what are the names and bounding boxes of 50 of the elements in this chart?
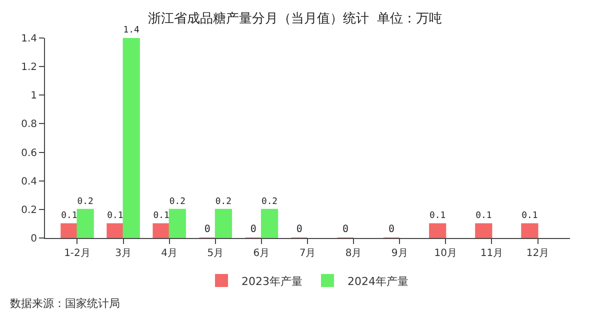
data-label: 0.1: [107, 211, 124, 222]
data-label: 0.1: [61, 211, 78, 222]
data-label: 0.1: [430, 211, 446, 222]
x-tick-label: 4月: [161, 248, 178, 259]
data-label: 0.2: [169, 196, 186, 207]
x-tick-label: 3月: [115, 248, 132, 259]
x-tick-label: 9月: [391, 248, 408, 259]
data-label: 0.2: [215, 196, 232, 207]
data-label: 0: [296, 224, 302, 235]
y-tick-label: 0.2: [21, 204, 37, 216]
data-label: 0.2: [77, 196, 94, 207]
x-tick-label: 12月: [526, 248, 550, 259]
x-tick-label: 6月: [253, 248, 270, 259]
y-tick-label: 1.2: [21, 62, 37, 74]
x-tick-label: 10月: [434, 248, 458, 259]
y-tick-label: 1.4: [21, 34, 37, 44]
y-tick-label: 0.8: [21, 119, 37, 130]
y-tick-label: 0: [30, 234, 37, 244]
bar: [76, 208, 94, 238]
bar: [168, 208, 186, 238]
data-label: 0: [204, 224, 210, 235]
data-label: 0: [342, 224, 349, 235]
data-label: 0.1: [153, 211, 170, 222]
bar: [60, 223, 78, 238]
bar: [260, 208, 278, 238]
data-label: 1.4: [123, 25, 140, 36]
bar: [152, 223, 170, 238]
x-tick-label: 7月: [299, 248, 316, 259]
x-tick-label: 5月: [207, 248, 224, 259]
y-tick-label: 0.6: [21, 148, 37, 159]
data-label: 0: [388, 224, 395, 235]
legend-label: 2023年产量: [242, 274, 302, 288]
bar: [214, 208, 232, 238]
chart-title: 浙江省成品糖产量分月（当月值）统计 单位：万吨: [148, 11, 442, 26]
y-tick-label: 0.4: [21, 176, 37, 188]
data-label: 0: [250, 224, 256, 235]
source-note: 数据来源：国家统计局: [10, 297, 120, 310]
x-tick-label: 11月: [480, 248, 504, 259]
data-label: 0.1: [476, 211, 492, 222]
bar: [475, 223, 492, 238]
x-tick-label: 1-2月: [64, 248, 90, 259]
legend-label: 2024年产量: [348, 274, 408, 288]
data-label: 0.2: [261, 196, 278, 207]
bar: [122, 38, 140, 238]
data-label: 0.1: [522, 211, 538, 222]
bar: [429, 223, 446, 238]
bar: [521, 223, 538, 238]
bar: [106, 223, 124, 238]
x-tick-label: 8月: [345, 248, 362, 259]
y-tick-label: 1: [30, 90, 37, 102]
